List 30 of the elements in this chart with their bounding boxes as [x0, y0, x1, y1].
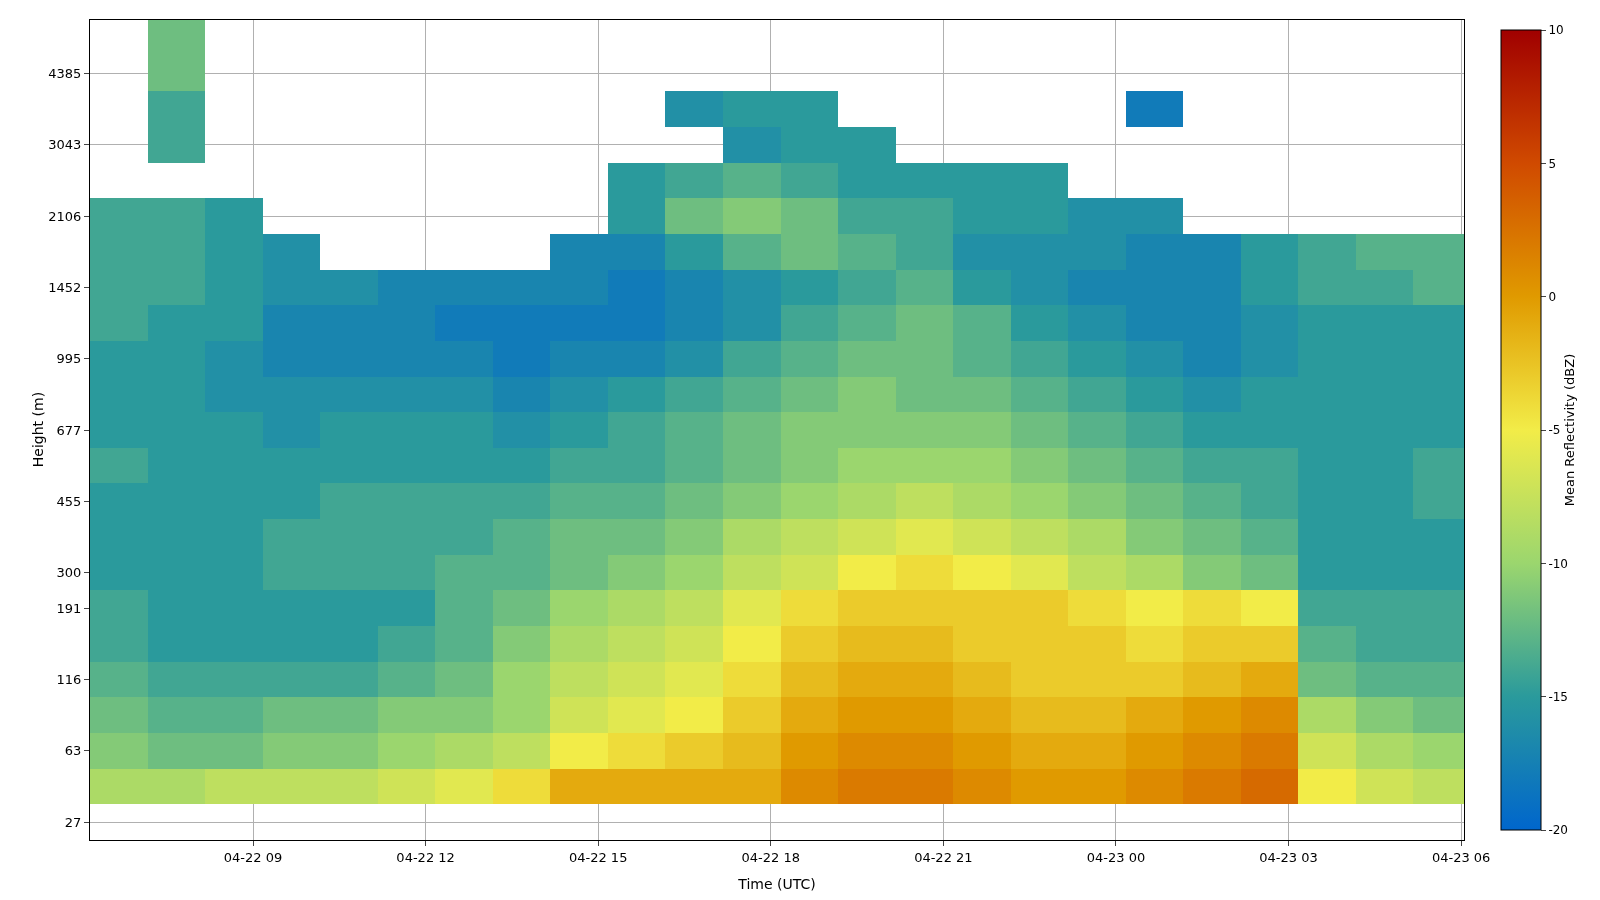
y-tick-label: 191 — [56, 600, 82, 616]
y-tick-label: 63 — [64, 743, 82, 759]
x-tick-label: 04-23 00 — [1086, 849, 1146, 865]
y-tick-label: 4385 — [48, 66, 82, 82]
y-tick-label: 1452 — [48, 279, 82, 295]
y-tick-label: 3043 — [48, 137, 82, 153]
y-axis-title: Height (m) — [30, 391, 47, 468]
y-tick-label: 300 — [56, 565, 82, 581]
color-bar-label: 5 — [1548, 156, 1557, 171]
color-bar-title: Mean Reflectivity (dBZ) — [1562, 353, 1578, 507]
y-tick-label: 116 — [56, 672, 82, 688]
color-bar-label: 0 — [1548, 289, 1557, 304]
y-tick-label: 995 — [56, 351, 82, 367]
color-bar-label: -10 — [1548, 556, 1569, 571]
x-axis-title: Time (UTC) — [737, 875, 816, 892]
color-bar-label: -20 — [1548, 823, 1569, 838]
x-tick-label: 04-22 09 — [223, 849, 283, 865]
y-tick-label: 27 — [64, 814, 82, 830]
x-tick-label: 04-22 18 — [741, 849, 800, 865]
x-tick-label: 04-23 06 — [1431, 849, 1491, 865]
x-tick-label: 04-22 15 — [568, 849, 628, 865]
color-bar-label: 10 — [1548, 23, 1564, 38]
color-bar-label: -5 — [1548, 423, 1561, 438]
x-tick-label: 04-23 03 — [1259, 849, 1318, 865]
x-tick-label: 04-22 12 — [396, 849, 455, 865]
color-bar-label: -15 — [1548, 689, 1569, 704]
y-tick-label: 677 — [56, 422, 82, 438]
y-tick-label: 455 — [56, 493, 82, 509]
y-tick-label: 2106 — [48, 208, 82, 224]
x-tick-label: 04-22 21 — [914, 849, 973, 865]
